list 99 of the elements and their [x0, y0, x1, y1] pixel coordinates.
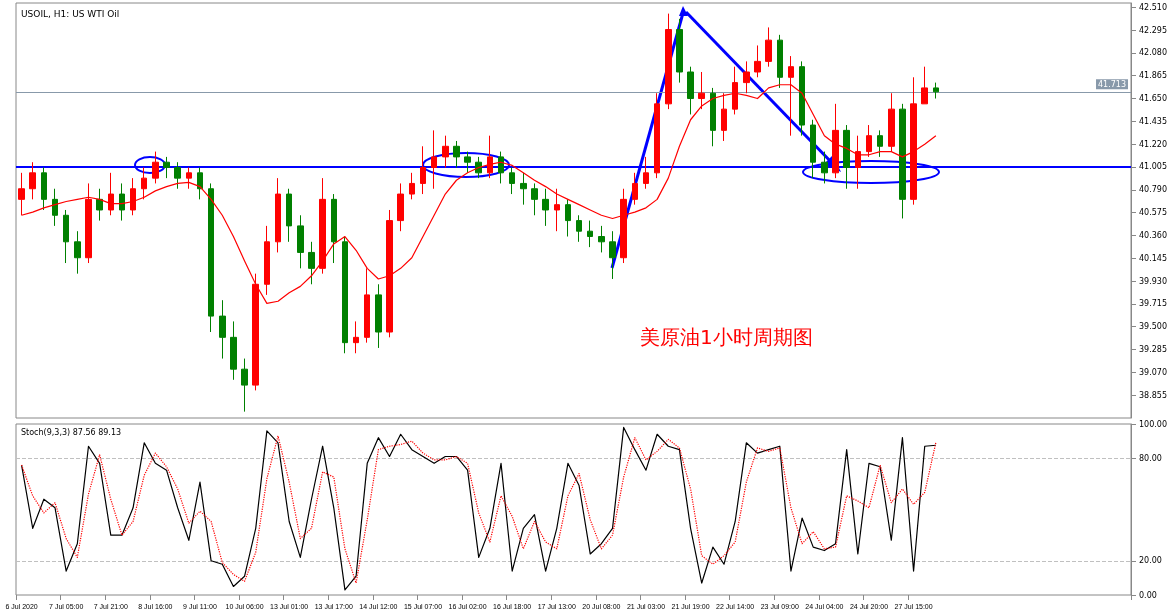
y-tick-label: 40.360 — [1139, 230, 1168, 240]
y-tick-label: 42.295 — [1139, 25, 1168, 35]
text: USOIL, H1: US WTI Oil — [21, 8, 120, 19]
candlestick — [375, 283, 382, 349]
candlestick — [119, 182, 125, 222]
candlestick — [487, 135, 493, 179]
candlestick — [319, 177, 326, 275]
candlestick — [721, 92, 727, 142]
y-tick-label: 80.00 — [1139, 453, 1162, 463]
candlestick — [632, 172, 638, 206]
candlestick — [342, 236, 348, 354]
y-tick-label: 41.650 — [1139, 94, 1168, 104]
candlestick — [777, 34, 783, 89]
y-tick-label: 39.715 — [1139, 299, 1168, 309]
candlestick — [576, 214, 582, 243]
candlestick — [63, 209, 69, 264]
candlestick — [643, 156, 649, 190]
candlestick — [710, 87, 716, 147]
candlestick — [152, 151, 159, 184]
candlestick — [855, 135, 861, 190]
candlestick — [197, 167, 203, 200]
y-tick-label: 39.285 — [1139, 345, 1168, 355]
candlestick — [230, 320, 237, 381]
y-tick-label: 20.00 — [1139, 556, 1162, 566]
chart-title: Stoch(9,3,3) 87.56 89.13 — [21, 427, 122, 437]
y-tick-label: 40.790 — [1139, 185, 1168, 195]
candlestick — [96, 188, 103, 222]
y-tick-label: 39.500 — [1139, 322, 1168, 332]
annotation: 美原油1小时周期图 — [640, 325, 813, 349]
candlestick — [565, 198, 571, 237]
candlestick — [297, 214, 304, 269]
candlestick — [866, 124, 872, 158]
candlestick — [108, 172, 114, 216]
candlestick — [308, 241, 315, 285]
candlestick — [810, 119, 816, 179]
candlestick — [665, 13, 672, 110]
candlestick — [464, 151, 471, 174]
y-tick-label: 40.575 — [1139, 208, 1168, 218]
candlestick — [409, 172, 415, 200]
candlestick — [754, 44, 761, 78]
candlestick — [888, 92, 895, 153]
candlestick — [41, 167, 47, 211]
candlestick — [29, 161, 36, 200]
candlestick — [174, 161, 181, 190]
y-tick-label: 41.220 — [1139, 139, 1168, 149]
candlestick — [620, 188, 627, 264]
candlestick — [331, 193, 337, 264]
candlestick — [208, 182, 214, 333]
candlestick — [598, 225, 605, 253]
y-tick-label: 40.145 — [1139, 253, 1168, 263]
candlestick — [509, 167, 515, 195]
candlestick — [286, 188, 292, 243]
candlestick — [933, 82, 939, 100]
candlestick — [542, 188, 549, 227]
candlestick — [85, 182, 92, 264]
candlestick — [163, 156, 170, 179]
y-tick-label: 41.435 — [1139, 116, 1168, 126]
y-tick-label: 42.510 — [1139, 2, 1168, 12]
y-tick-label: 38.855 — [1139, 390, 1168, 400]
y-tick-label: 0.00 — [1139, 590, 1157, 600]
candlestick — [765, 26, 772, 68]
y-tick-label: 41.865 — [1139, 71, 1168, 81]
candlestick — [52, 188, 58, 227]
candlestick — [275, 177, 281, 253]
candlestick — [241, 358, 248, 413]
candlestick — [442, 135, 449, 169]
candlestick — [654, 92, 660, 179]
y-tick-label: 39.070 — [1139, 367, 1168, 377]
candlestick — [453, 140, 460, 169]
candlestick — [219, 299, 226, 360]
y-tick-label: 39.930 — [1139, 276, 1168, 286]
candlestick — [431, 129, 437, 190]
ref-line-label: 41.713 — [1098, 79, 1127, 89]
y-tick-label: 41.005 — [1139, 162, 1168, 172]
candlestick — [186, 167, 192, 190]
candlestick — [676, 18, 683, 84]
candlestick — [520, 172, 527, 206]
candlestick — [74, 230, 81, 275]
candlestick — [877, 129, 883, 158]
candlestick — [397, 182, 404, 232]
candlestick — [609, 230, 616, 280]
candlestick — [743, 60, 750, 94]
candlestick — [687, 66, 694, 115]
candlestick — [130, 177, 136, 216]
candlestick — [921, 66, 928, 105]
candlestick — [799, 60, 805, 137]
candlestick — [420, 145, 426, 195]
candlestick — [531, 182, 538, 216]
candlestick — [264, 225, 270, 296]
y-tick-label: 100.00 — [1139, 419, 1168, 429]
candlestick — [843, 124, 850, 190]
candlestick — [821, 151, 828, 184]
candlestick — [587, 220, 593, 248]
candlestick — [141, 167, 147, 200]
candlestick — [353, 320, 359, 354]
candlestick — [554, 188, 560, 232]
y-tick-label: 42.080 — [1139, 48, 1168, 58]
candlestick — [498, 151, 504, 184]
candlestick — [899, 103, 906, 219]
